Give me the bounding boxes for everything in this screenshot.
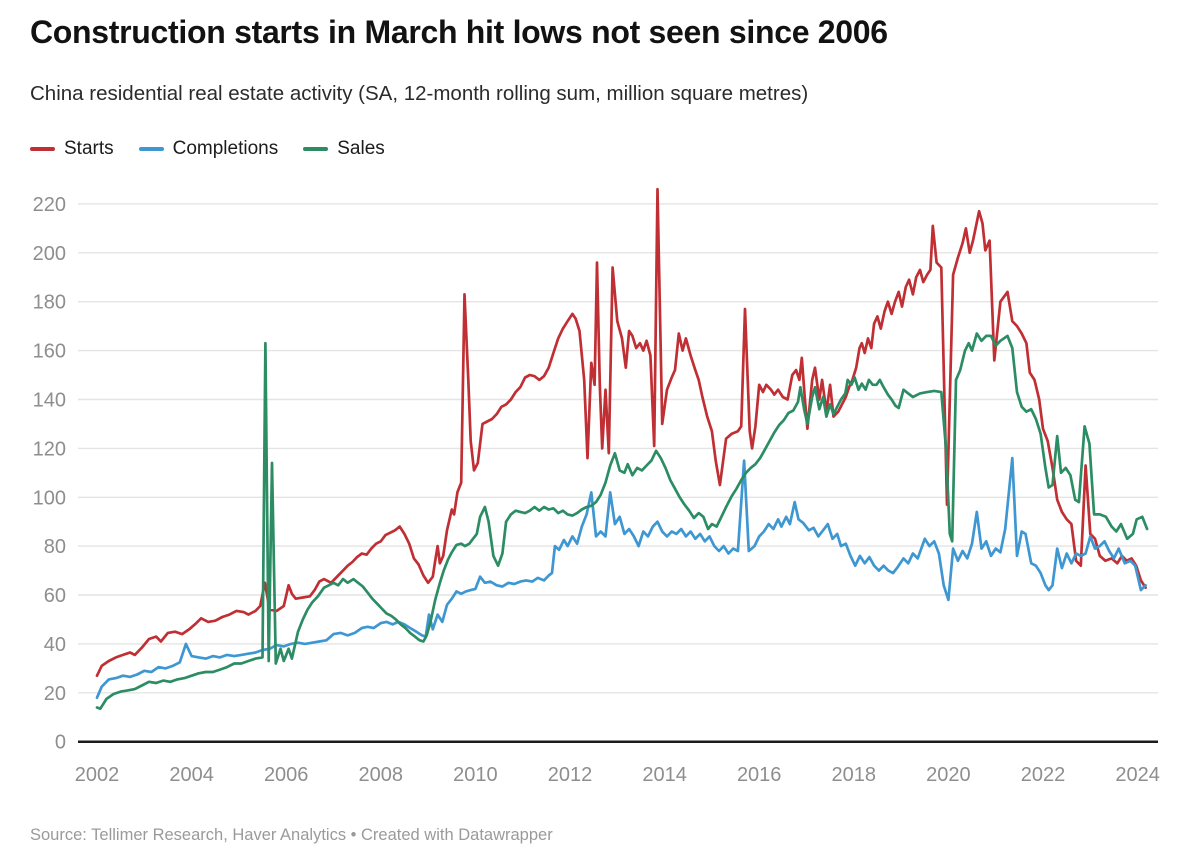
sales-line-series xyxy=(95,332,1149,711)
y-axis-tick-label: 100 xyxy=(33,487,66,509)
x-axis-tick-label: 2008 xyxy=(359,764,404,786)
chart-subtitle: China residential real estate activity (… xyxy=(30,82,809,105)
x-axis-tick-label: 2004 xyxy=(169,764,214,786)
y-axis-tick-label: 80 xyxy=(44,536,66,558)
source-text: Source: Tellimer Research, Haver Analyti… xyxy=(30,826,553,844)
x-axis-tick-label: 2002 xyxy=(75,764,120,786)
legend: Starts Completions Sales xyxy=(30,138,410,160)
page-title: Construction starts in March hit lows no… xyxy=(30,14,888,50)
y-axis-tick-label: 160 xyxy=(33,341,66,363)
y-axis-tick-label: 220 xyxy=(33,194,66,216)
x-axis-tick-label: 2010 xyxy=(453,764,498,786)
y-axis-tick-label: 40 xyxy=(44,634,66,656)
y-axis-tick-label: 200 xyxy=(33,243,66,265)
y-axis-tick-label: 140 xyxy=(33,390,66,412)
legend-label-sales: Sales xyxy=(337,138,385,159)
x-axis-tick-label: 2012 xyxy=(548,764,593,786)
x-axis-tick-label: 2022 xyxy=(1021,764,1066,786)
completions-line-swatch-icon xyxy=(138,147,164,151)
x-axis-tick-label: 2024 xyxy=(1115,764,1160,786)
sales-line-swatch-icon xyxy=(303,147,329,151)
legend-label-completions: Completions xyxy=(172,138,279,159)
x-axis-tick-label: 2014 xyxy=(642,764,687,786)
x-axis-tick-label: 2016 xyxy=(737,764,782,786)
legend-item-completions: Completions xyxy=(138,138,279,160)
legend-item-starts: Starts xyxy=(30,138,114,160)
x-axis-tick-label: 2006 xyxy=(264,764,309,786)
starts-line-swatch-icon xyxy=(30,147,55,151)
legend-item-sales: Sales xyxy=(303,138,385,160)
x-axis-tick-label: 2020 xyxy=(926,764,971,786)
x-axis-tick-label: 2018 xyxy=(832,764,877,786)
y-axis-tick-label: 20 xyxy=(44,683,66,705)
y-axis-tick-label: 60 xyxy=(44,585,66,607)
y-axis-tick-label: 0 xyxy=(55,732,66,754)
y-axis-tick-label: 180 xyxy=(33,292,66,314)
y-axis-tick-label: 120 xyxy=(33,438,66,460)
starts-line-series xyxy=(95,187,1147,678)
legend-label-starts: Starts xyxy=(64,138,114,159)
completions-line-series xyxy=(95,456,1147,700)
